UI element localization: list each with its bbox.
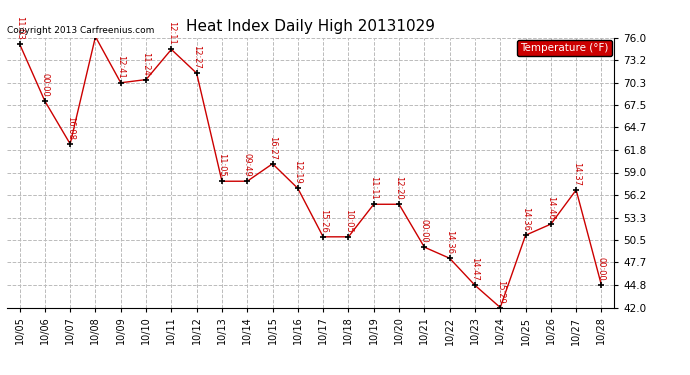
- Text: 11:03: 11:03: [15, 16, 24, 40]
- Text: 09:49: 09:49: [243, 153, 252, 177]
- Text: 12:41: 12:41: [116, 55, 126, 79]
- Text: Copyright 2013 Carfreenius.com: Copyright 2013 Carfreenius.com: [7, 26, 155, 35]
- Text: 12:19: 12:19: [293, 160, 302, 184]
- Text: 10:05: 10:05: [344, 209, 353, 232]
- Text: 14:36: 14:36: [521, 207, 530, 231]
- Text: 00:00: 00:00: [420, 219, 429, 243]
- Text: 14:36: 14:36: [445, 230, 454, 254]
- Legend: Temperature (°F): Temperature (°F): [518, 40, 612, 56]
- Text: 15:29: 15:29: [495, 280, 505, 303]
- Text: 00:00: 00:00: [597, 257, 606, 281]
- Text: 16:27: 16:27: [268, 136, 277, 160]
- Text: 11:05: 11:05: [217, 153, 226, 177]
- Text: 14:30: 14:30: [0, 374, 1, 375]
- Text: 16:08: 16:08: [66, 116, 75, 140]
- Text: 14:37: 14:37: [571, 162, 581, 186]
- Text: 00:00: 00:00: [40, 73, 50, 97]
- Text: 14:46: 14:46: [546, 196, 555, 220]
- Text: 12:27: 12:27: [192, 45, 201, 69]
- Text: 11:11: 11:11: [369, 176, 378, 200]
- Text: 12:11: 12:11: [167, 21, 176, 45]
- Title: Heat Index Daily High 20131029: Heat Index Daily High 20131029: [186, 18, 435, 33]
- Text: 11:24: 11:24: [141, 52, 150, 75]
- Text: 15:26: 15:26: [319, 209, 328, 232]
- Text: 12:20: 12:20: [395, 176, 404, 200]
- Text: 14:47: 14:47: [471, 257, 480, 281]
